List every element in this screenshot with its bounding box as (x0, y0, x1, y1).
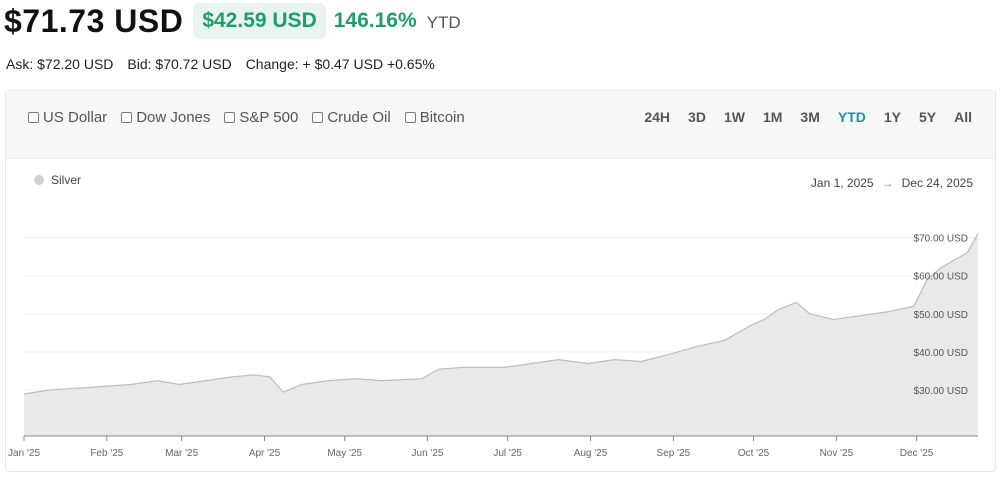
x-tick-label: Jan '25 (8, 448, 40, 459)
checkbox-icon[interactable] (224, 112, 236, 123)
chart-legend[interactable]: Silver (34, 173, 81, 187)
checkbox-icon[interactable] (28, 112, 39, 123)
y-tick-label: $50.00 USD (914, 310, 968, 321)
arrow-right-icon: → (881, 176, 894, 190)
range-1y[interactable]: 1Y (883, 109, 901, 125)
date-range: Jan 1, 2025 → Dec 24, 2025 (811, 176, 973, 190)
x-tick-label: Feb '25 (90, 448, 123, 459)
bid-price: Bid: $70.72 USD (127, 56, 232, 72)
x-tick-label: Nov '25 (820, 448, 854, 459)
series-line-silver (23, 233, 979, 395)
checkbox-icon[interactable] (312, 112, 324, 123)
range-1m[interactable]: 1M (762, 109, 783, 125)
period-label: YTD (426, 13, 461, 32)
x-tick-label: Jul '25 (493, 448, 522, 459)
current-price: $71.73 USD (4, 2, 184, 39)
time-range-selector: 24H 3D 1W 1M 3M YTD 1Y 5Y All (635, 109, 981, 125)
date-range-start: Jan 1, 2025 (810, 176, 874, 190)
range-24h[interactable]: 24H (644, 109, 671, 125)
checkbox-icon[interactable] (121, 112, 133, 123)
range-ytd[interactable]: YTD (837, 109, 866, 125)
ytd-change-percent: 146.16% (333, 9, 417, 32)
range-3m[interactable]: 3M (800, 109, 820, 125)
quote-details: Ask: $72.20 USD Bid: $70.72 USD Change: … (6, 56, 435, 72)
legend-dot-icon (34, 175, 44, 185)
price-header: $71.73 USD $42.59 USD 146.16% YTD (4, 0, 461, 42)
compare-bitcoin[interactable]: Bitcoin (404, 109, 465, 126)
x-tick-label: Sep '25 (657, 448, 691, 459)
date-range-end: Dec 24, 2025 (901, 176, 973, 190)
chart-toolbar: US Dollar Dow Jones S&P 500 Crude Oil Bi… (6, 91, 995, 159)
y-tick-label: $40.00 USD (914, 348, 968, 359)
x-tick-label: Aug '25 (574, 448, 608, 459)
price-chart[interactable]: $30.00 USD $40.00 USD $50.00 USD $60.00 USD… (6, 91, 997, 473)
compare-crude-oil[interactable]: Crude Oil (312, 109, 391, 126)
x-tick-label: Dec '25 (900, 448, 934, 459)
compare-us-dollar[interactable]: US Dollar (28, 109, 107, 126)
x-tick-label: Apr '25 (249, 448, 281, 459)
chart-panel: US Dollar Dow Jones S&P 500 Crude Oil Bi… (5, 90, 996, 472)
checkbox-icon[interactable] (404, 112, 416, 123)
y-tick-label: $70.00 USD (914, 233, 968, 244)
compare-options: US Dollar Dow Jones S&P 500 Crude Oil Bi… (28, 109, 465, 126)
y-tick-label: $30.00 USD (914, 386, 968, 397)
range-3d[interactable]: 3D (688, 109, 706, 125)
range-all[interactable]: All (954, 109, 972, 125)
legend-label: Silver (51, 173, 82, 187)
x-tick-label: May '25 (327, 448, 362, 459)
ytd-change-amount: $42.59 USD (193, 3, 326, 39)
y-tick-label: $60.00 USD (914, 272, 968, 283)
range-1w[interactable]: 1W (723, 109, 745, 125)
x-tick-label: Mar '25 (165, 448, 198, 459)
range-5y[interactable]: 5Y (918, 109, 937, 125)
ask-price: Ask: $72.20 USD (6, 56, 114, 72)
daily-change: Change: + $0.47 USD +0.65% (245, 56, 435, 72)
compare-dow-jones[interactable]: Dow Jones (121, 109, 210, 126)
x-tick-label: Jun '25 (412, 448, 444, 459)
x-tick-label: Oct '25 (738, 448, 770, 459)
series-area-silver (24, 233, 978, 436)
compare-sp-500[interactable]: S&P 500 (224, 109, 298, 126)
